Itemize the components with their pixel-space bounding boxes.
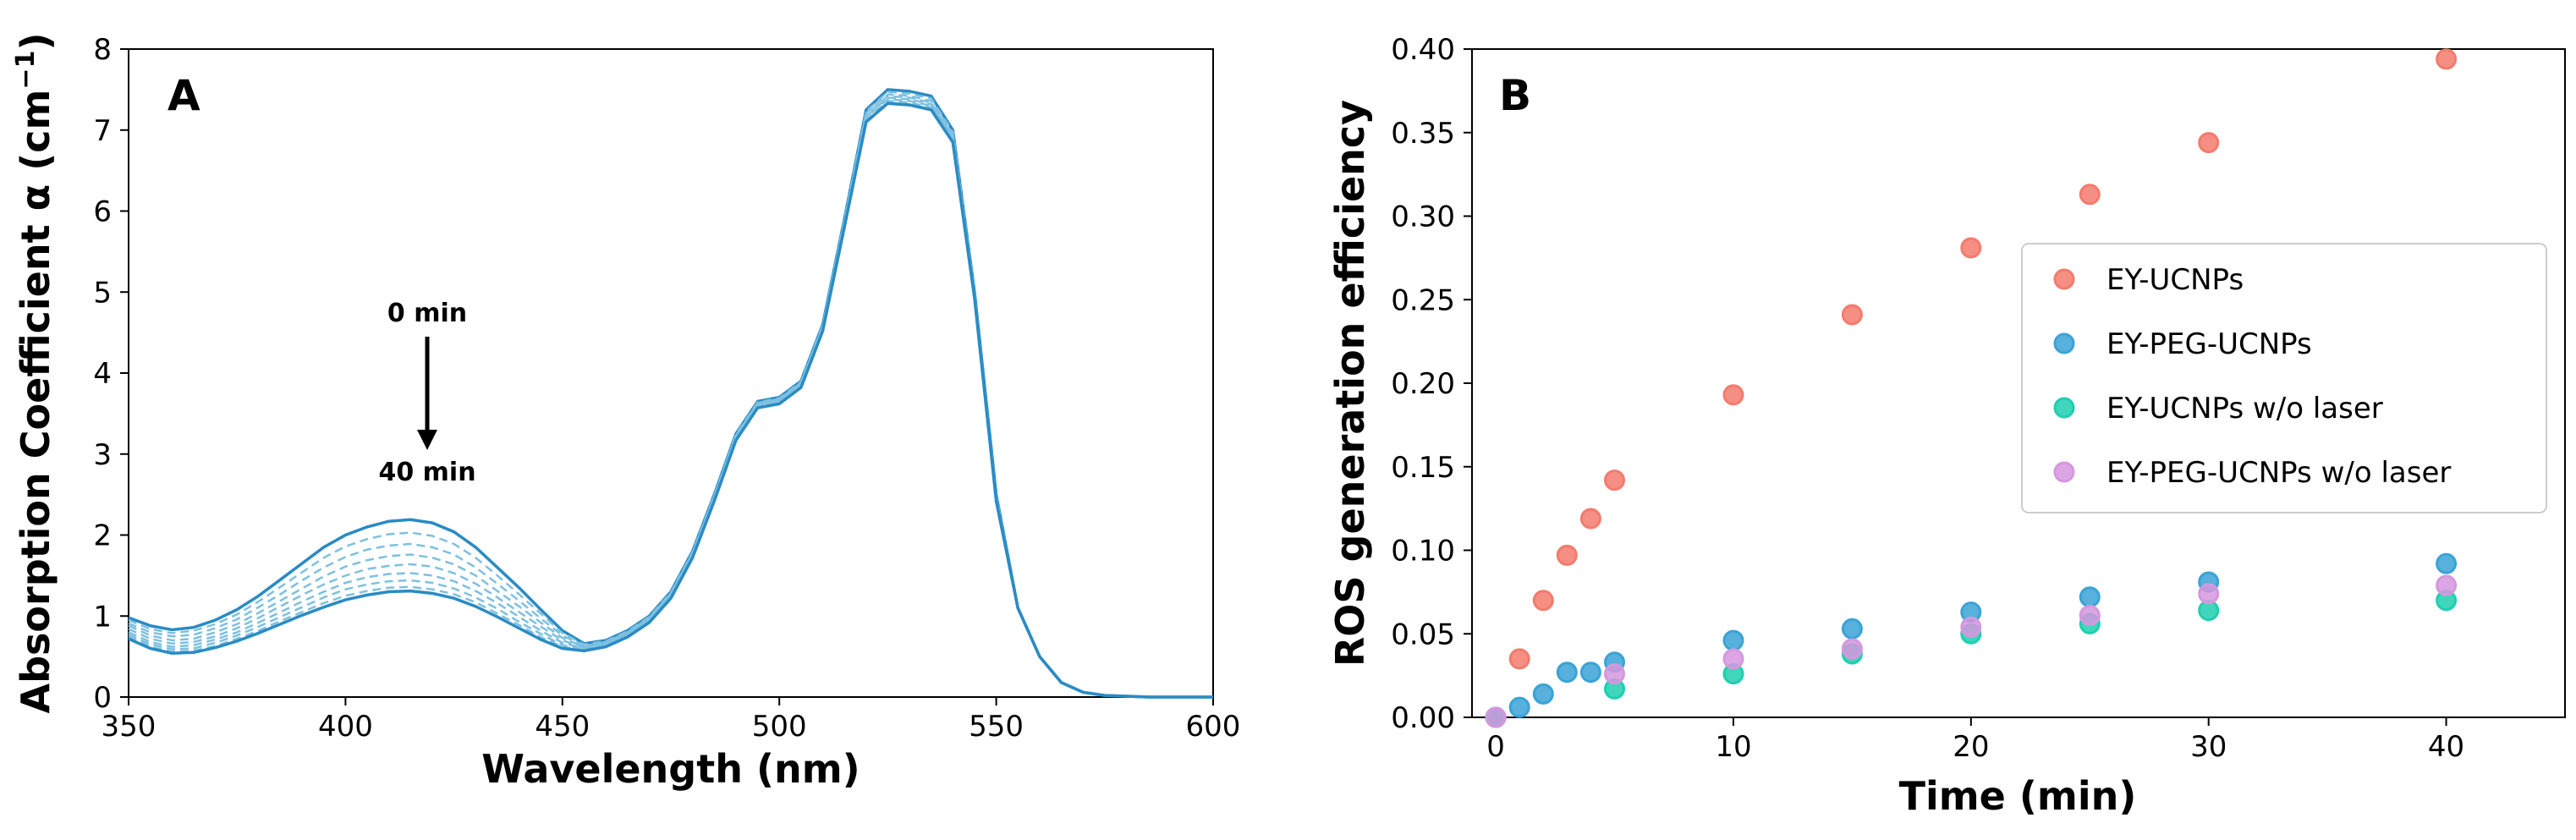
data-point-ey-ucnps <box>2198 132 2220 154</box>
spectrum-line-15-min <box>128 95 1213 699</box>
data-point-ey-peg-ucnps-w-o-laser <box>1960 616 1982 638</box>
panel-b-label: B <box>1499 71 1531 120</box>
panel-b: 0 10 20 30 40 0.00 0.05 0.10 0.15 0.20 0.25 0.30 0.3… <box>1327 33 2566 819</box>
panel-b-y-tick-label: 0.00 <box>1391 701 1455 735</box>
data-point-ey-peg-ucnps <box>1532 683 1554 705</box>
panel-a-y-tick-label: 2 <box>93 519 112 553</box>
legend-marker-ey-ucnps-w-o-laser <box>2053 397 2075 419</box>
panel-a-x-tick-label: 500 <box>752 710 807 744</box>
spectrum-line-10-min <box>128 93 1213 699</box>
panel-b-y-tick-label: 0.15 <box>1391 451 1455 485</box>
panel-a-y-tick-label: 7 <box>93 114 112 148</box>
legend-marker-ey-ucnps <box>2053 268 2075 290</box>
legend-marker-ey-peg-ucnps <box>2053 332 2075 354</box>
panel-b-x-tick-label: 10 <box>1715 730 1751 764</box>
data-point-ey-peg-ucnps <box>1556 662 1578 684</box>
panel-a-y-tick-label: 0 <box>93 681 112 715</box>
panel-a-y-axis-label: Absorption Coefficient α (cm−1) <box>11 33 58 714</box>
panel-b-x-tick-label: 0 <box>1486 730 1505 764</box>
legend-label-ey-ucnps-w-o-laser: EY-UCNPs w/o laser <box>2106 392 2383 425</box>
panel-b-x-axis-label: Time (min) <box>1899 773 2137 819</box>
data-point-ey-ucnps <box>2436 48 2458 70</box>
panel-b-ticks: 0 10 20 30 40 0.00 0.05 0.10 0.15 0.20 0.25 0.30 0.3… <box>1391 33 2464 764</box>
panel-a-x-tick-label: 450 <box>535 710 590 744</box>
data-point-ey-ucnps <box>1841 304 1863 326</box>
data-point-ey-peg-ucnps <box>2436 552 2458 574</box>
panel-a-y-tick-label: 6 <box>93 195 112 229</box>
panel-a-x-axis-label: Wavelength (nm) <box>481 746 860 792</box>
panel-a-x-tick-label: 400 <box>318 710 373 744</box>
panel-a-lines <box>128 88 1213 699</box>
spectrum-line-30-min <box>128 100 1213 699</box>
data-point-ey-peg-ucnps <box>1508 696 1530 718</box>
panel-a-x-tick-label: 550 <box>969 710 1024 744</box>
panel-a-y-tick-label: 5 <box>93 276 112 310</box>
legend-marker-ey-peg-ucnps-w-o-laser <box>2053 461 2075 483</box>
panel-a-label: A <box>168 71 200 120</box>
panel-b-y-tick-label: 0.30 <box>1391 200 1455 234</box>
data-point-ey-peg-ucnps <box>2079 586 2101 608</box>
legend-box <box>2021 243 2547 513</box>
panel-b-x-tick-label: 30 <box>2190 730 2227 764</box>
data-point-ey-peg-ucnps-w-o-laser <box>2198 583 2220 605</box>
data-point-ey-peg-ucnps-w-o-laser <box>2079 605 2101 626</box>
legend: EY-UCNPs EY-PEG-UCNPs EY-UCNPs w/o laser EY… <box>2021 243 2547 513</box>
data-point-ey-peg-ucnps-w-o-laser <box>2436 574 2458 596</box>
data-point-ey-ucnps <box>1960 237 1982 259</box>
spectrum-line-40-min <box>128 102 1213 699</box>
legend-label-ey-peg-ucnps-w-o-laser: EY-PEG-UCNPs w/o laser <box>2106 456 2451 490</box>
panel-a-y-axis-label-close: ) <box>13 33 58 51</box>
annotation-start-time: 0 min <box>387 299 467 328</box>
spectrum-line-35-min <box>128 101 1213 699</box>
spectrum-line-20-min <box>128 96 1213 699</box>
spectrum-line-5-min <box>128 91 1213 699</box>
data-point-ey-peg-ucnps-w-o-laser <box>1485 706 1507 728</box>
data-point-ey-ucnps <box>1604 469 1625 491</box>
annotation-arrow-head <box>417 430 437 450</box>
panel-a-y-axis-label-sup: −1 <box>11 51 41 90</box>
data-point-ey-ucnps <box>1532 590 1554 612</box>
panel-b-x-tick-label: 20 <box>1953 730 1989 764</box>
data-point-ey-peg-ucnps-w-o-laser <box>1604 663 1625 685</box>
panel-a-y-tick-label: 1 <box>93 600 112 634</box>
data-point-ey-peg-ucnps <box>1722 629 1744 651</box>
spectrum-line-0-min <box>128 88 1213 699</box>
panel-a: 350 400 450 500 550 600 0 1 2 3 4 5 6 7 8 A Wavelength… <box>11 33 1240 792</box>
data-point-ey-ucnps <box>1722 384 1744 406</box>
data-point-ey-ucnps <box>2079 184 2101 206</box>
panel-b-y-tick-label: 0.05 <box>1391 618 1455 651</box>
panel-b-y-tick-label: 0.20 <box>1391 367 1455 401</box>
data-point-ey-ucnps <box>1579 508 1601 530</box>
data-point-ey-peg-ucnps-w-o-laser <box>1841 638 1863 660</box>
spectrum-line-25-min <box>128 98 1213 699</box>
panel-a-y-tick-label: 8 <box>93 33 112 67</box>
panel-b-y-tick-label: 0.25 <box>1391 283 1455 317</box>
panel-b-y-axis-label: ROS generation efficiency <box>1327 100 1373 667</box>
panel-a-y-tick-label: 3 <box>93 438 112 472</box>
data-point-ey-ucnps <box>1556 544 1578 566</box>
legend-label-ey-ucnps: EY-UCNPs <box>2106 263 2244 297</box>
annotation-end-time: 40 min <box>378 458 475 487</box>
panel-b-x-tick-label: 40 <box>2428 730 2464 764</box>
data-point-ey-peg-ucnps <box>1579 662 1601 684</box>
panel-a-x-tick-label: 350 <box>102 710 157 744</box>
panel-a-y-tick-label: 4 <box>93 357 112 391</box>
data-point-ey-ucnps <box>1508 648 1530 670</box>
panel-b-y-tick-label: 0.40 <box>1391 33 1455 67</box>
legend-label-ey-peg-ucnps: EY-PEG-UCNPs <box>2106 327 2312 361</box>
panel-a-ticks: 350 400 450 500 550 600 0 1 2 3 4 5 6 7 8 <box>93 33 1240 744</box>
panel-b-y-tick-label: 0.35 <box>1391 117 1455 151</box>
data-point-ey-peg-ucnps-w-o-laser <box>1722 648 1744 670</box>
legend-items: EY-UCNPs EY-PEG-UCNPs EY-UCNPs w/o laser EY… <box>2053 263 2451 490</box>
panel-a-y-axis-label-main: Absorption Coefficient α (cm <box>13 90 58 714</box>
panel-b-points <box>1485 48 2458 728</box>
panel-a-x-tick-label: 600 <box>1186 710 1241 744</box>
panel-b-y-tick-label: 0.10 <box>1391 535 1455 568</box>
data-point-ey-peg-ucnps <box>1841 618 1863 640</box>
